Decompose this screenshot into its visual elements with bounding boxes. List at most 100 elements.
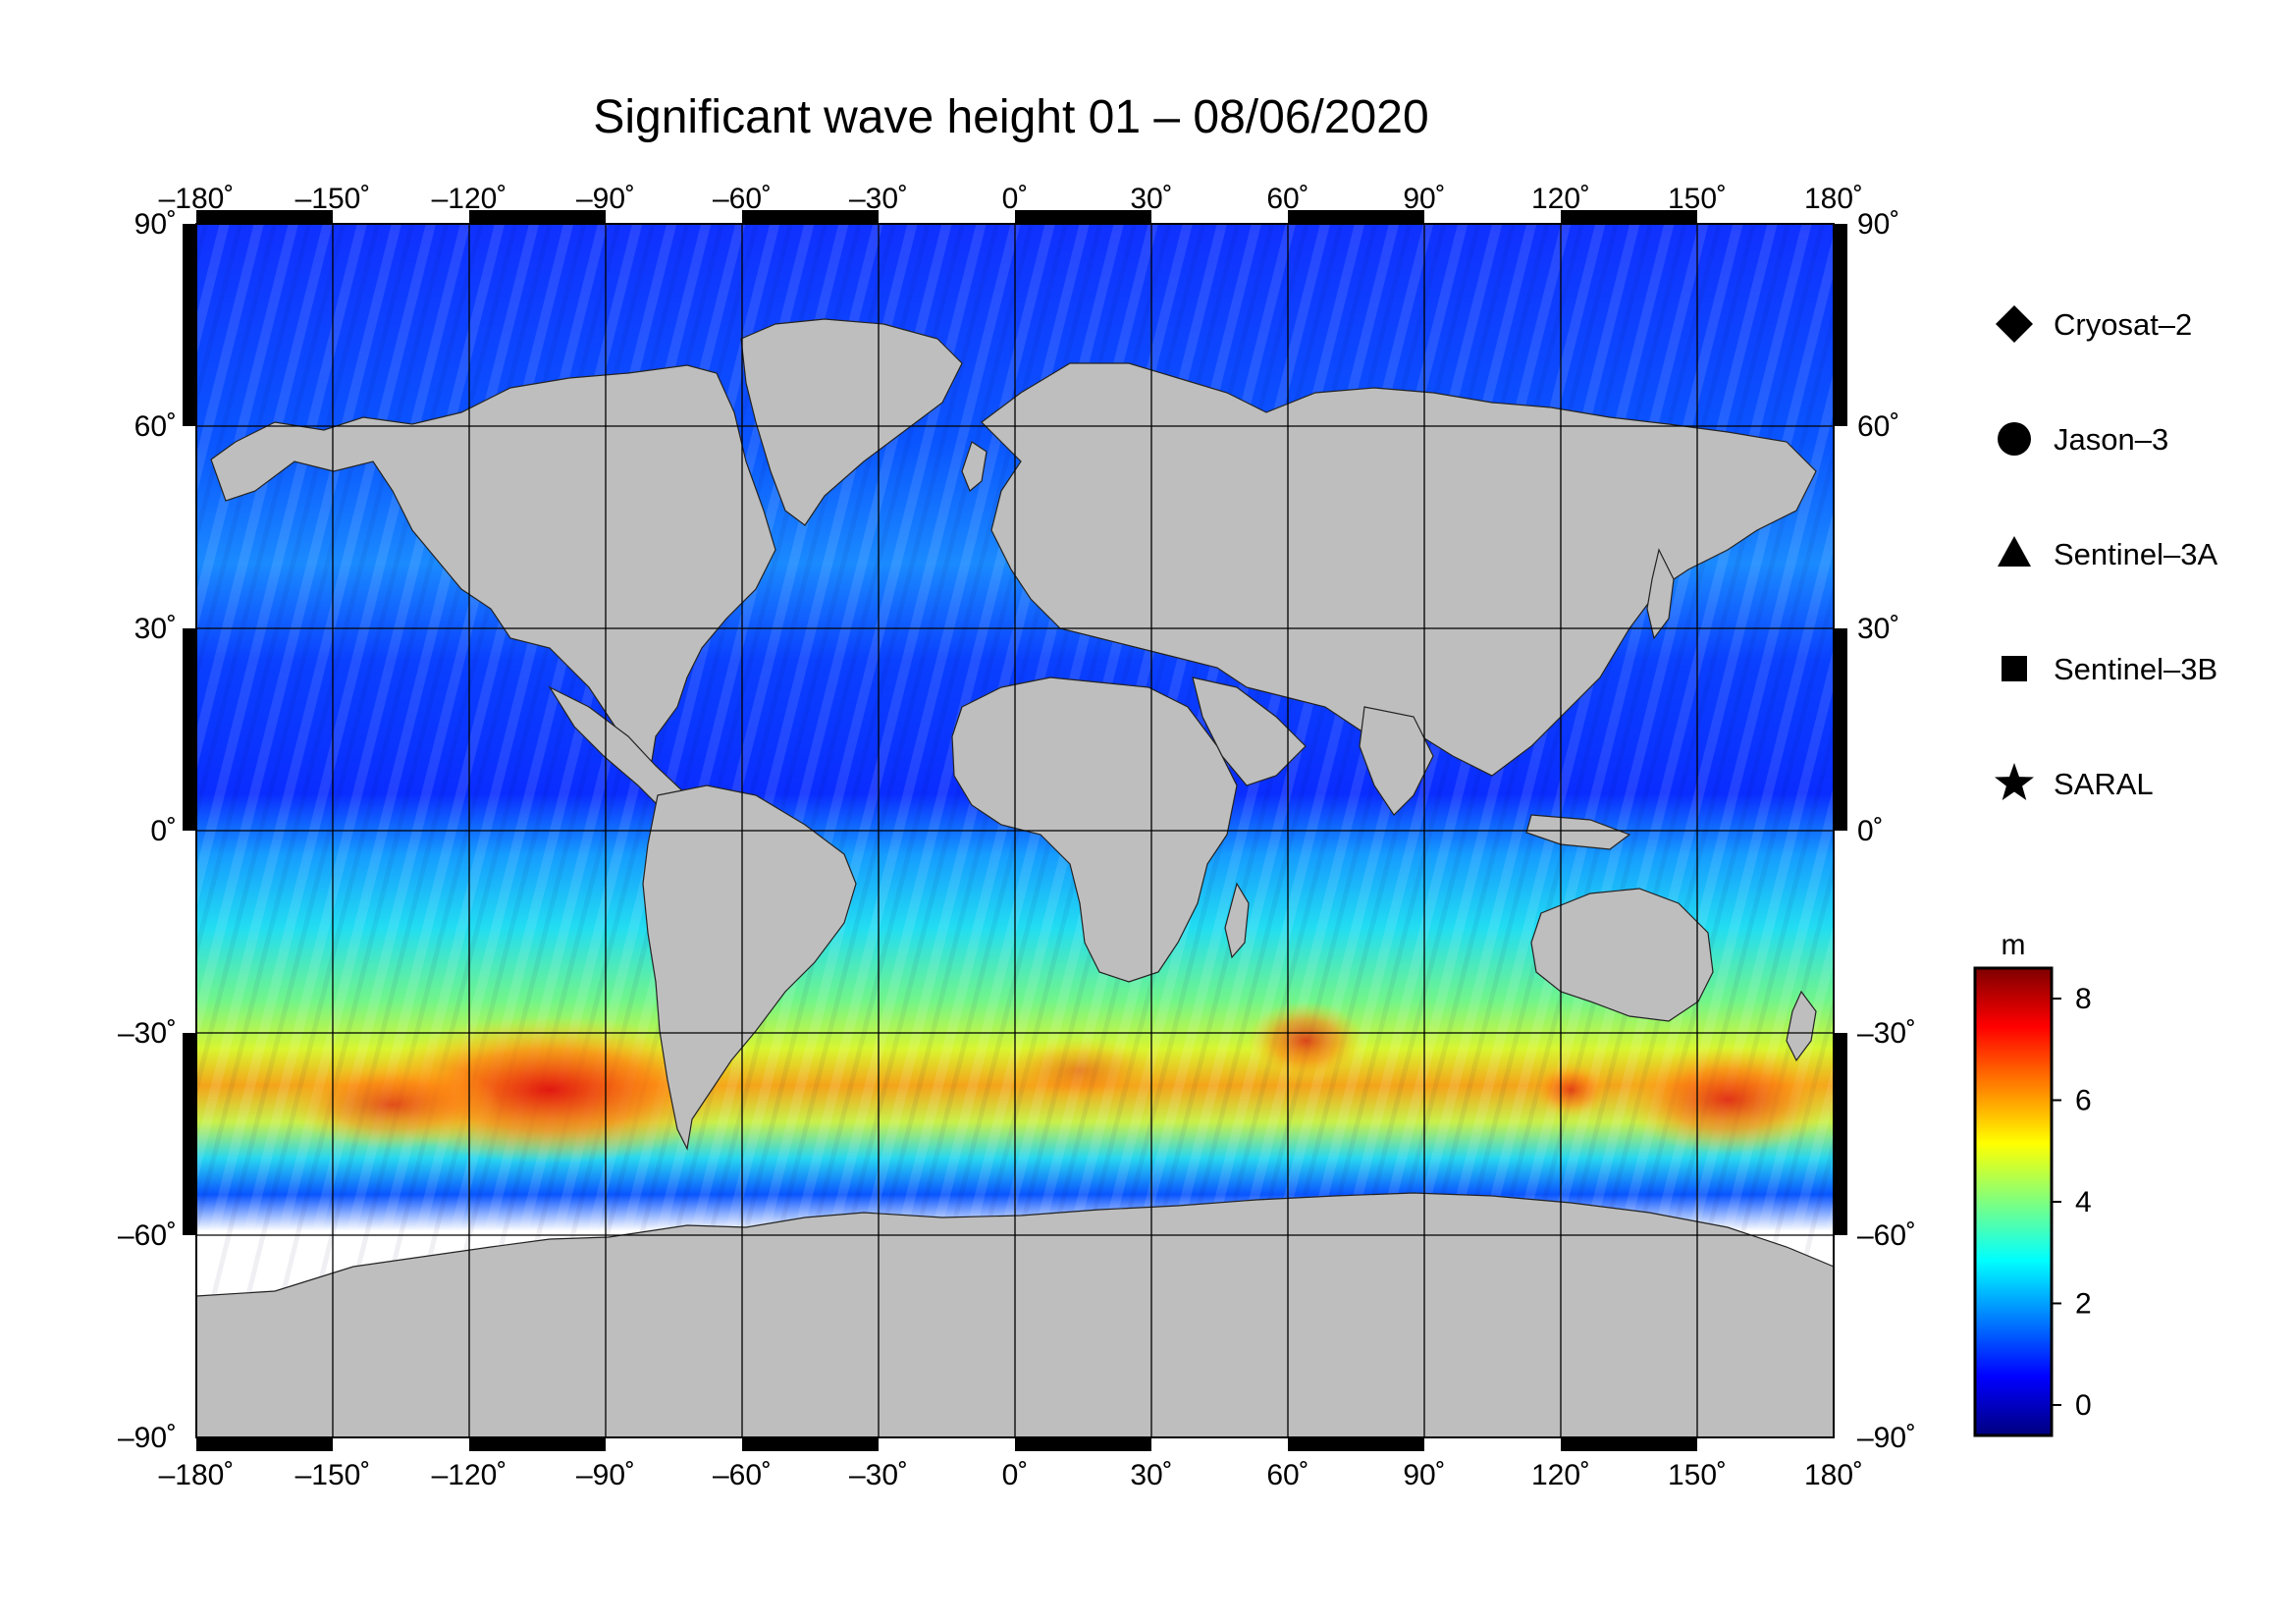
british-isles: [961, 441, 988, 492]
lat-label-right: 0˚: [1857, 815, 1884, 847]
lat-label-left: 0˚: [150, 815, 177, 847]
india: [1359, 706, 1434, 816]
lon-label-bottom: 150˚: [1668, 1459, 1727, 1491]
lon-label-bottom: 90˚: [1403, 1459, 1445, 1491]
colorbar-tick-label: 6: [2075, 1085, 2092, 1117]
lon-label-bottom: –180˚: [159, 1459, 235, 1491]
australia: [1530, 888, 1714, 1022]
lon-label-bottom: –120˚: [432, 1459, 507, 1491]
lon-label-top: 30˚: [1130, 183, 1172, 215]
lat-label-right: 90˚: [1857, 208, 1899, 241]
lon-label-top: –180˚: [159, 183, 235, 215]
legend-label: Sentinel–3B: [2054, 652, 2217, 686]
lon-label-top: –120˚: [432, 183, 507, 215]
square-icon: [2002, 656, 2027, 681]
lon-label-bottom: 30˚: [1130, 1459, 1172, 1491]
indonesia: [1525, 814, 1631, 850]
lat-label-right: 30˚: [1857, 613, 1899, 645]
lon-label-bottom: 180˚: [1804, 1459, 1863, 1491]
graticule: [196, 224, 1834, 1437]
eurasia: [981, 362, 1817, 777]
circle-icon: [1998, 422, 2031, 456]
frame-tick-right: [1834, 224, 1847, 426]
frame-tick-bottom: [196, 1437, 333, 1451]
colorbar-tick-label: 8: [2075, 983, 2092, 1015]
lon-label-bottom: –150˚: [295, 1459, 371, 1491]
lon-label-top: –60˚: [713, 183, 772, 215]
legend-item: Sentinel–3A: [1998, 536, 2218, 571]
frame-tick-right: [1834, 628, 1847, 831]
lat-label-left: 30˚: [134, 613, 177, 645]
lat-label-left: –90˚: [118, 1422, 177, 1454]
frame-tick-bottom: [742, 1437, 879, 1451]
frame-tick-bottom: [1561, 1437, 1697, 1451]
lat-labels-right: 90˚ 60˚ 30˚ 0˚ –30˚ –60˚ –90˚: [1857, 208, 1916, 1454]
africa: [951, 676, 1238, 983]
lon-label-top: 150˚: [1668, 183, 1727, 215]
south-america: [642, 784, 857, 1151]
legend-label: Cryosat–2: [2054, 307, 2192, 342]
lat-labels-left: 90˚ 60˚ 30˚ 0˚ –30˚ –60˚ –90˚: [118, 208, 177, 1454]
lon-labels-top: –180˚ –150˚ –120˚ –90˚ –60˚ –30˚ 0˚ 30˚ 60˚ 90˚ 12…: [159, 183, 1863, 215]
star-icon: [1995, 763, 2034, 800]
colorbar: m 8 6 4 2 0: [1973, 929, 2092, 1437]
frame-ticks: [183, 210, 1847, 1451]
lat-label-right: 60˚: [1857, 410, 1899, 443]
lat-label-left: –30˚: [118, 1017, 177, 1050]
diamond-icon: [1996, 305, 2033, 343]
lon-label-bottom: –60˚: [713, 1459, 772, 1491]
frame-tick-left: [183, 1033, 196, 1235]
map-title: Significant wave height 01 – 08/06/2020: [593, 91, 1429, 143]
high-wave-regions: [285, 1001, 1834, 1163]
new-zealand: [1786, 990, 1817, 1062]
triangle-icon: [1998, 536, 2031, 567]
lon-label-top: –150˚: [295, 183, 371, 215]
legend-item: Sentinel–3B: [2002, 652, 2217, 686]
lon-label-top: –90˚: [576, 183, 635, 215]
arabia: [1192, 676, 1307, 786]
japan: [1646, 548, 1675, 640]
frame-tick-left: [183, 628, 196, 831]
lat-label-right: –60˚: [1857, 1219, 1916, 1252]
lon-label-bottom: 0˚: [1002, 1459, 1029, 1491]
frame-tick-bottom: [469, 1437, 606, 1451]
colorbar-tick-label: 2: [2075, 1287, 2092, 1320]
lon-label-bottom: –30˚: [849, 1459, 908, 1491]
colorbar-unit: m: [2002, 929, 2026, 961]
lat-label-left: 90˚: [134, 208, 177, 241]
lon-label-top: –30˚: [849, 183, 908, 215]
lat-label-left: –60˚: [118, 1219, 177, 1252]
lon-label-top: 0˚: [1002, 183, 1029, 215]
frame-tick-right: [1834, 1033, 1847, 1235]
lon-labels-bottom: –180˚ –150˚ –120˚ –90˚ –60˚ –30˚ 0˚ 30˚ 60˚ 90˚ 12…: [159, 1459, 1863, 1491]
frame-tick-top: [1288, 210, 1424, 224]
legend-label: Jason–3: [2054, 422, 2168, 457]
frame-tick-bottom: [1288, 1437, 1424, 1451]
frame-tick-top: [1015, 210, 1151, 224]
legend-label: SARAL: [2054, 767, 2154, 801]
lon-label-top: 180˚: [1804, 183, 1863, 215]
lon-label-bottom: –90˚: [576, 1459, 635, 1491]
colorbar-tick-label: 4: [2075, 1186, 2092, 1218]
lon-label-top: 60˚: [1266, 183, 1308, 215]
lat-label-right: –30˚: [1857, 1017, 1916, 1050]
frame-tick-bottom: [1015, 1437, 1151, 1451]
colorbar-gradient: [1973, 966, 2054, 1437]
frame-tick-top: [1561, 210, 1697, 224]
legend-item: SARAL: [1995, 763, 2154, 801]
colorbar-ticks: 8 6 4 2 0: [2052, 983, 2092, 1422]
lat-label-left: 60˚: [134, 410, 177, 443]
lon-label-top: 90˚: [1403, 183, 1445, 215]
frame-tick-top: [469, 210, 606, 224]
madagascar: [1224, 882, 1250, 959]
lon-label-top: 120˚: [1531, 183, 1590, 215]
legend-item: Cryosat–2: [1996, 305, 2192, 343]
legend-item: Jason–3: [1998, 422, 2168, 457]
legend-label: Sentinel–3A: [2054, 537, 2218, 571]
lat-label-right: –90˚: [1857, 1422, 1916, 1454]
lon-label-bottom: 120˚: [1531, 1459, 1590, 1491]
frame-tick-top: [196, 210, 333, 224]
colorbar-tick-label: 0: [2075, 1389, 2092, 1422]
